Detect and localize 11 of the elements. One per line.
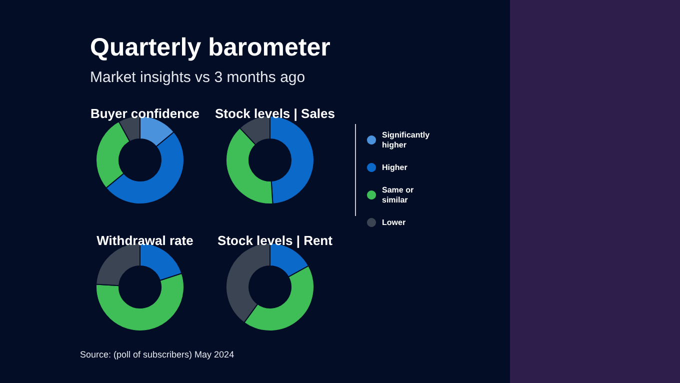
legend-label: Higher: [382, 163, 408, 172]
slice-label: Buyer confidence: [90, 106, 200, 121]
slice-label: Withdrawal rate: [96, 233, 194, 248]
chart-subtitle: Market insights vs 3 months ago: [90, 69, 306, 86]
legend-label: Significantly higher: [382, 130, 432, 150]
source-note: Source: (poll of subscribers) May 2024: [80, 350, 234, 360]
legend-label: Lower: [382, 218, 406, 227]
slice-label: Stock levels | Rent: [218, 233, 334, 248]
chart-title: Quarterly barometer: [90, 34, 331, 62]
legend-label: Same or similar: [382, 186, 416, 204]
slice-label: Stock levels | Sales: [215, 106, 335, 121]
